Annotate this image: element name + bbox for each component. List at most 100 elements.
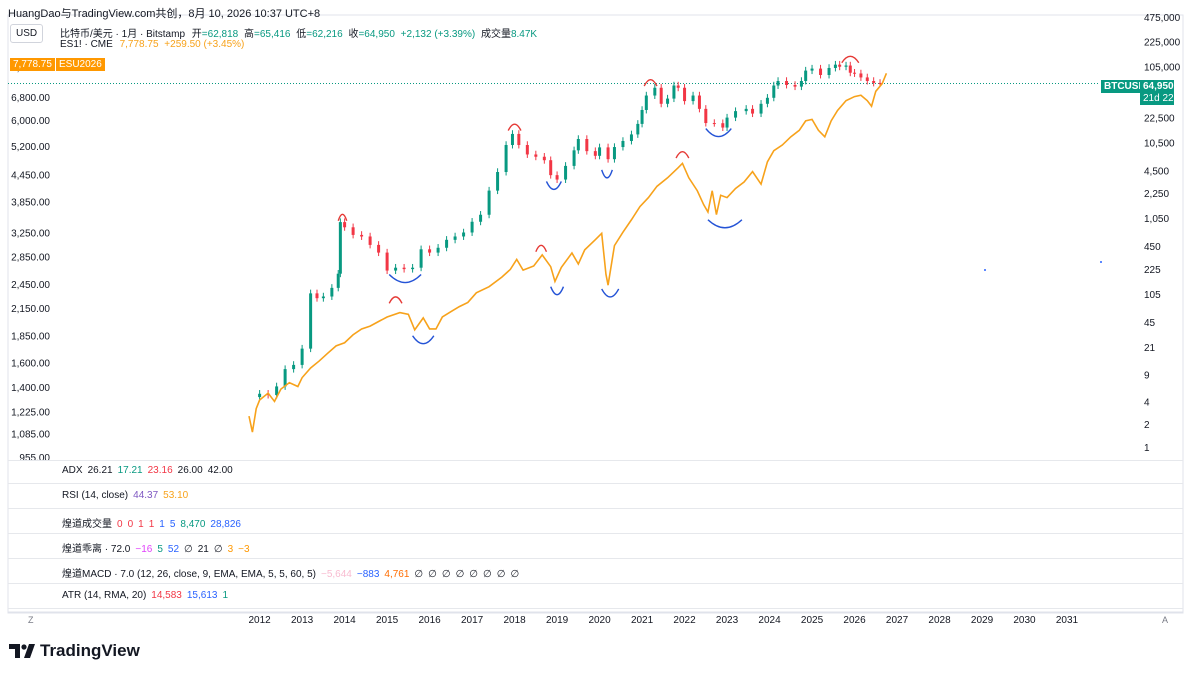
candle-body [292,364,296,370]
low-label: 低 [296,29,307,40]
candle-body [765,97,769,104]
time-axis-tick: 2024 [758,615,781,626]
candle-body [734,111,738,118]
candle-body [517,133,521,146]
pane-divider[interactable] [8,608,1183,609]
time-axis-tick: 2028 [928,615,951,626]
pane-divider[interactable] [8,483,1183,484]
indicator-value: −5,644 [320,569,352,580]
pane-divider[interactable] [8,508,1183,509]
left-axis-tick: 2,450.00 [11,280,50,291]
indicator-adx[interactable]: ADX 26.21 17.21 23.16 26.00 42.00 [62,465,243,476]
right-axis-tick: 225 [1144,265,1161,276]
candle-body [496,172,500,191]
pane-divider[interactable] [8,583,1183,584]
indicator-volume[interactable]: 煌道成交量 0 0 1 1 1 5 8,470 28,826 [62,515,251,530]
indicator-value: 17.21 [117,465,143,476]
auto-scale-a-button[interactable]: A [1162,615,1169,625]
candle-body [759,103,763,114]
auto-scale-z-button[interactable]: Z [28,615,34,625]
indicator-value: 8,470 [180,519,206,530]
candle-body [621,140,625,148]
candle-body [309,293,313,349]
chart-frame [7,14,1184,614]
bottom-arc [705,128,732,138]
candle-body [385,252,389,271]
candle-body [283,369,287,387]
indicator-value: 26.21 [87,465,113,476]
candle-body [676,85,680,88]
indicator-value: 21 [197,544,209,555]
candle-body [394,267,398,271]
indicator-value: ∅ [428,569,437,580]
btc-symbol-tag: BTCUSD [1101,80,1149,93]
compare-legend[interactable]: ES1! · CME 7,778.75 +259.50 (+3.45%) [60,39,244,50]
indicator-value: 52 [167,544,180,555]
candle-body [878,82,882,84]
candle-body [691,95,695,102]
bottom-arc [412,335,435,345]
candle-body [572,150,576,166]
indicator-rsi[interactable]: RSI (14, close) 44.37 53.10 [62,490,198,501]
left-axis-tick: 3,250.00 [11,228,50,239]
indicator-value: ∅ [184,544,193,555]
left-axis-tick: 3,850.00 [11,197,50,208]
pane-divider[interactable] [8,533,1183,534]
candle-body [368,236,372,245]
indicator-value: 23.16 [147,465,173,476]
right-axis-tick: 22,500 [1144,113,1175,124]
left-axis-tick: 6,800.00 [11,93,50,104]
indicator-value: ∅ [483,569,492,580]
candle-body [585,139,589,152]
time-axis-tick: 2026 [843,615,866,626]
marker-dot [984,269,986,271]
candle-body [542,156,546,161]
symbol-legend[interactable]: 比特币/美元 · 1月 · Bitstamp 开=62,818 高=65,416… [60,25,537,40]
indicator-value: 28,826 [210,519,241,530]
indicator-value: 5 [169,519,176,530]
left-axis-tick: 1,850.00 [11,332,50,343]
author-line: HuangDao与TradingView.com共创，8月 10, 2026 1… [8,8,321,20]
bottom-arc [707,219,743,229]
indicator-macd[interactable]: 煌道MACD · 7.0 (12, 26, close, 9, EMA, EMA… [62,565,529,580]
pane-divider[interactable] [8,558,1183,559]
tradingview-logo[interactable]: TradingView [9,641,140,661]
candle-body [275,386,279,396]
indicator-value: 5 [157,544,163,555]
bottom-arc [601,288,620,298]
volume-value: 8.47K [510,29,538,40]
left-axis-tick: 1,085.00 [11,430,50,441]
top-arc [337,213,348,221]
candle-body [436,247,440,253]
currency-button[interactable]: USD [10,24,44,43]
indicator-deviation[interactable]: 煌道乖离 · 72.0 −16 5 52 ∅ 21 ∅ 3 −3 [62,540,260,555]
indicator-value: ∅ [455,569,465,580]
time-axis-tick: 2022 [673,615,696,626]
pane-divider[interactable] [8,460,1183,461]
top-arc [841,55,860,64]
indicator-value: 0 [117,519,123,530]
indicator-value: 1 [138,519,144,530]
candle-body [712,123,716,125]
candle-body [321,296,325,299]
indicator-value: 3 [227,544,234,555]
candle-body [744,108,748,112]
candle-body [776,80,780,86]
indicator-atr[interactable]: ATR (14, RMA, 20) 14,583 15,613 1 [62,590,238,601]
candle-body [445,239,449,248]
candle-body [564,165,568,180]
candle-body [872,80,876,83]
open-value: =62,818 [201,29,239,40]
left-axis-tick: 4,450.00 [11,171,50,182]
candle-body [640,109,644,124]
time-axis-tick: 2019 [546,615,569,626]
brand-name: TradingView [40,641,140,660]
left-axis-tick: 2,150.00 [11,304,50,315]
open-label: 开 [191,29,202,40]
btc-countdown-tag: 21d 22h [1140,92,1179,105]
candle-body [725,117,729,128]
candle-body [848,65,852,73]
indicator-value: ∅ [510,569,520,580]
candle-body [859,73,863,78]
